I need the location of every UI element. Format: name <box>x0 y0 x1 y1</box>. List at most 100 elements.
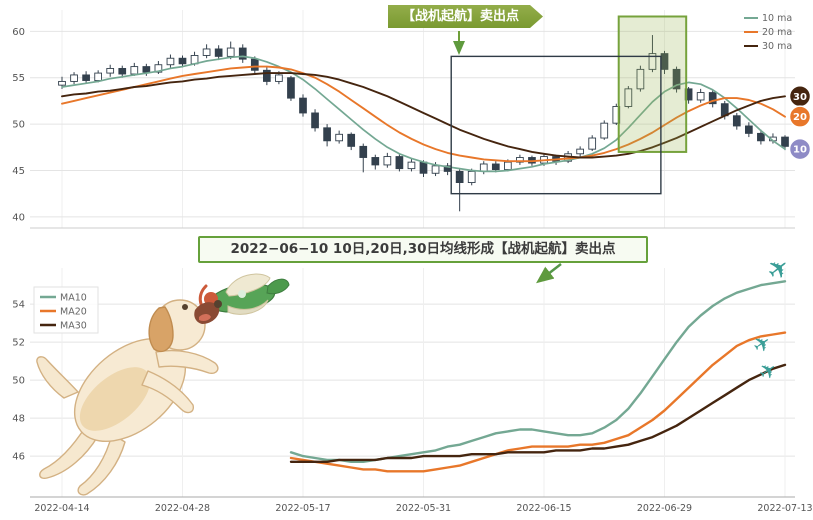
y-tick-label: 60 <box>12 27 25 38</box>
y-tick-label: 48 <box>12 414 25 425</box>
candle-up <box>576 148 585 155</box>
candle-down <box>142 66 151 73</box>
banner-arrow <box>536 263 562 284</box>
ma20-line <box>289 331 787 473</box>
y-tick-label: 45 <box>12 166 25 177</box>
y-tick-label: 40 <box>12 212 25 223</box>
legend-label: MA30 <box>60 321 87 332</box>
candle-up <box>600 122 609 139</box>
toy-plane-icon <box>198 273 290 315</box>
ma-badge <box>788 105 812 128</box>
y-tick-label: 55 <box>12 73 25 84</box>
candle-down <box>781 136 789 147</box>
y-tick-label: 50 <box>12 376 25 387</box>
ma20-line <box>61 65 786 163</box>
legend-label: 30 ma <box>762 41 792 52</box>
dog-illustration <box>36 273 290 496</box>
airplane-icon: ✈ <box>754 356 782 386</box>
candle-down <box>419 161 428 174</box>
candle-down <box>299 97 307 114</box>
ma30-line <box>61 72 786 159</box>
x-tick-label: 2022-05-17 <box>275 503 330 514</box>
candle-down <box>757 132 765 142</box>
candle-down <box>311 112 319 129</box>
y-tick-label: 46 <box>12 452 25 463</box>
candle-down <box>250 58 259 71</box>
ma10-line <box>289 280 787 463</box>
candle-down <box>708 92 717 105</box>
candle-up <box>624 88 633 107</box>
candle-down <box>371 157 380 166</box>
candle-down <box>672 68 681 90</box>
candle-down <box>732 115 741 127</box>
candle-up <box>696 92 705 101</box>
callout-flag: 【战机起航】卖出点 <box>388 5 543 28</box>
candle-up <box>106 67 115 74</box>
signal-black-box <box>450 55 662 195</box>
candle-down <box>82 74 90 81</box>
candle-down <box>491 163 500 171</box>
airplane-icon: ✈ <box>761 251 797 288</box>
x-tick-label: 2022-07-13 <box>757 503 812 514</box>
candle-up <box>202 48 211 56</box>
ma-badge-label: 10 <box>793 145 807 156</box>
candle-down <box>347 133 356 147</box>
candle-up <box>383 156 392 166</box>
x-tick-label: 2022-06-29 <box>637 503 692 514</box>
ma-badge-label: 30 <box>793 92 807 103</box>
candle-up <box>504 161 512 171</box>
signal-banner-text: 2022−06−10 10日,20日,30日均线形成【战机起航】卖出点 <box>230 241 616 257</box>
legend-label: 20 ma <box>762 27 792 38</box>
candle-up <box>431 165 440 174</box>
ma-line-chart: 46 48 50 52 54 2022-04-14 2022-04-28 2022-05-17… <box>12 251 812 514</box>
candle-up <box>636 68 645 90</box>
candle-up <box>407 161 416 170</box>
ma-badge <box>788 137 812 161</box>
ma10-line <box>61 55 786 173</box>
candle-down <box>214 48 223 57</box>
candle-up <box>70 74 78 82</box>
legend-label: MA10 <box>60 293 87 304</box>
candle-up <box>588 137 597 150</box>
candle-down <box>395 156 404 170</box>
x-tick-label: 2022-06-15 <box>516 503 571 514</box>
candle-down <box>287 77 295 99</box>
candle-up <box>467 170 476 183</box>
candle-down <box>745 125 753 134</box>
candle-down <box>263 69 271 82</box>
candle-down <box>238 47 247 60</box>
candle-down <box>178 57 187 65</box>
candlestick-chart: 40 45 50 55 60 30 20 10 10 ma 20 ma 30 ma <box>12 10 812 229</box>
x-tick-label: 2022-05-31 <box>396 503 451 514</box>
legend-label: MA20 <box>60 307 87 318</box>
dog-figure <box>36 299 222 496</box>
signal-banner: 2022−06−10 10日,20日,30日均线形成【战机起航】卖出点 <box>198 236 648 263</box>
ma30-line <box>289 363 787 463</box>
ma-badge-label: 20 <box>793 112 807 123</box>
y-tick-label: 54 <box>12 300 25 311</box>
y-tick-label: 50 <box>12 120 25 131</box>
candle-up <box>130 66 139 75</box>
candle-up <box>166 57 175 66</box>
candle-down <box>323 127 331 142</box>
x-tick-label: 2022-04-28 <box>155 503 210 514</box>
candle-up <box>275 74 283 82</box>
candle-up <box>648 53 657 70</box>
y-tick-label: 52 <box>12 338 25 349</box>
candle-up <box>94 72 103 81</box>
candle-up <box>479 163 488 172</box>
candle-down <box>359 145 368 158</box>
candle-up <box>58 80 66 86</box>
candle-up <box>154 64 163 73</box>
candle-down <box>455 170 464 183</box>
annotations <box>453 31 562 284</box>
legend-label: 10 ma <box>762 13 792 24</box>
highlight-green-box <box>617 15 688 153</box>
x-tick-label: 2022-04-14 <box>34 503 89 514</box>
callout-label: 【战机起航】卖出点 <box>402 9 520 24</box>
candle-up <box>335 133 344 142</box>
candle-up <box>226 47 235 57</box>
candle-down <box>118 67 127 75</box>
